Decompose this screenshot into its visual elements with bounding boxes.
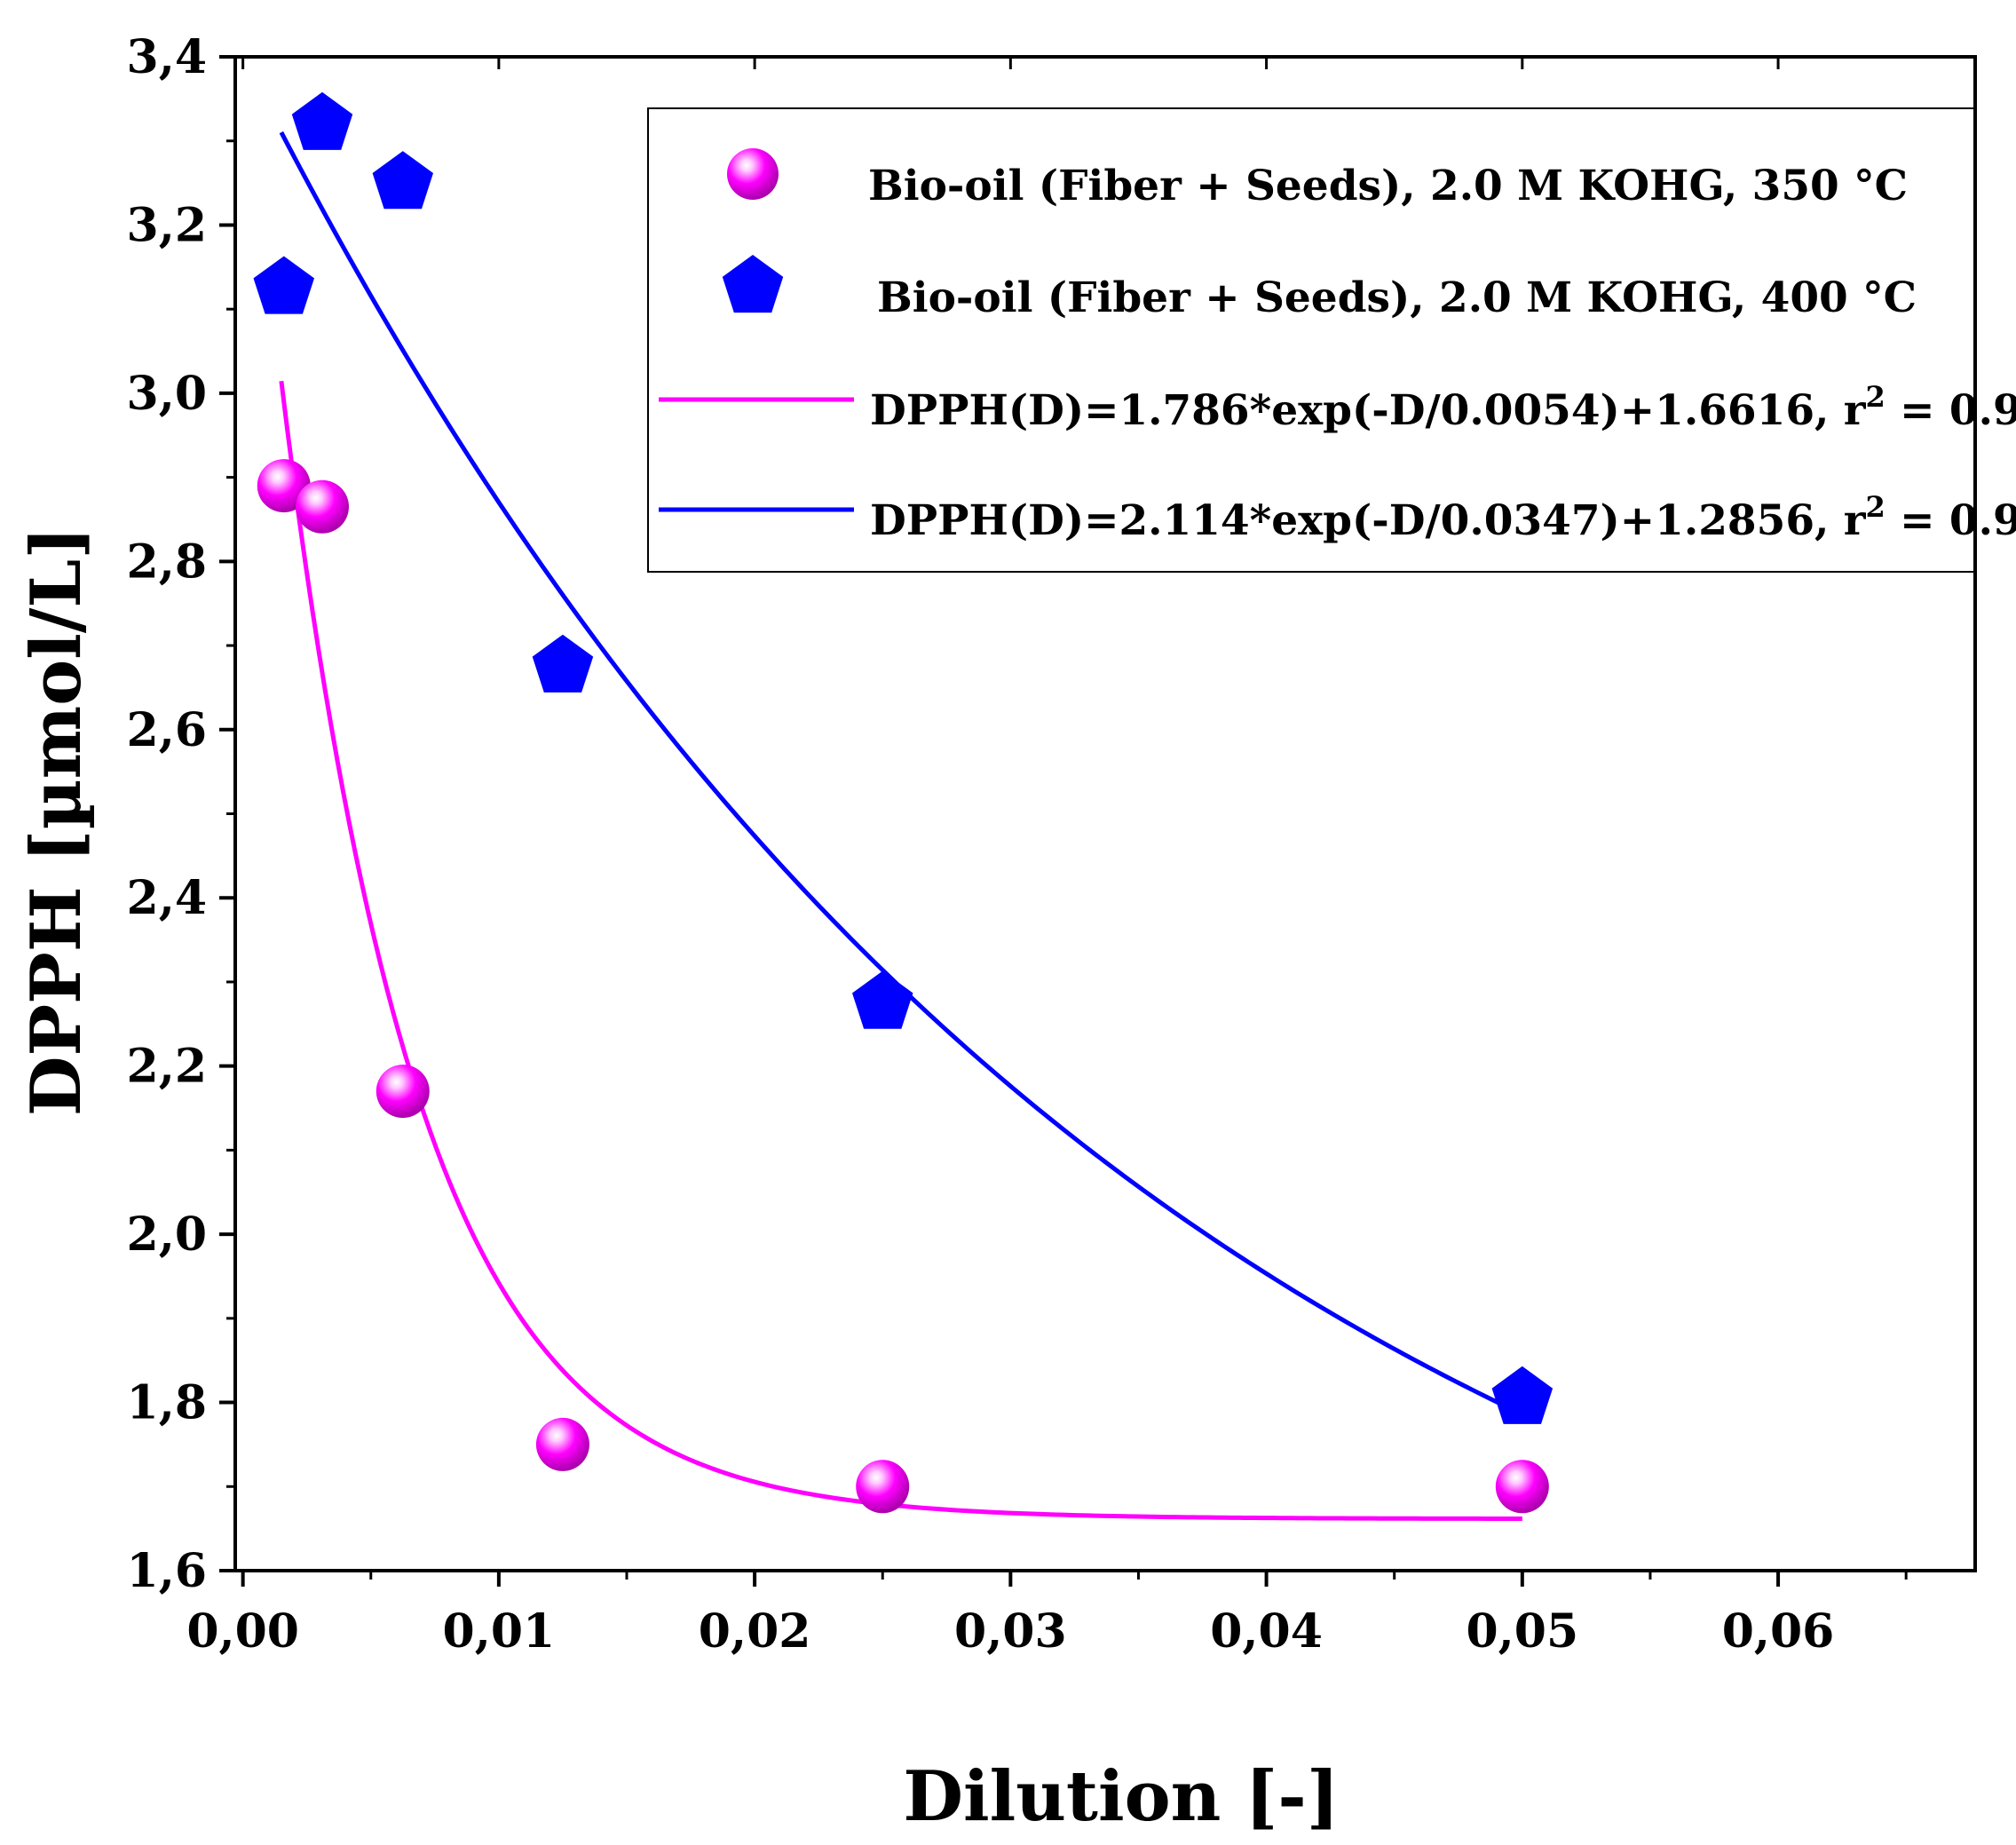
y-tick-label: 3,4	[127, 30, 207, 84]
x-tick-label: 0,00	[186, 1604, 299, 1659]
data-point-350	[376, 1065, 430, 1119]
y-tick-label: 2,8	[127, 534, 207, 589]
data-point-400	[291, 91, 353, 150]
fit-curve-magenta	[279, 380, 1522, 1521]
fit-equation-magenta: DPPH(D)=1.786*exp(-D/0.0054)+1.6616, r	[870, 386, 1867, 435]
legend: Bio-oil (Fiber + Seeds), 2.0 M KOHG, 350…	[647, 107, 2016, 573]
axis-ticks: 0,00 0,01 0,02 0,03 0,04 0,05 0,06 1,6 1,8 2,0 2,2…	[127, 30, 1908, 1659]
y-tick-label: 2,6	[127, 703, 207, 757]
y-tick-label: 2,2	[127, 1040, 207, 1094]
data-point-350	[1495, 1460, 1549, 1514]
legend-box	[647, 107, 1975, 573]
y-tick-label: 1,6	[127, 1544, 207, 1598]
y-tick-label: 3,0	[127, 367, 207, 421]
fit-equation-blue: DPPH(D)=2.114*exp(-D/0.0347)+1.2856, r	[870, 496, 1867, 545]
data-point-400	[1491, 1366, 1554, 1424]
y-tick-label: 1,8	[127, 1376, 207, 1430]
fit-r-squared-sup-blue: 2	[1866, 490, 1886, 524]
y-tick-label: 2,0	[127, 1208, 207, 1262]
x-tick-label: 0,05	[1466, 1604, 1578, 1659]
data-point-400	[253, 256, 314, 314]
data-point-400	[372, 151, 433, 210]
legend-label-400: Bio-oil (Fiber + Seeds), 2.0 M KOHG, 400…	[877, 273, 1917, 322]
y-tick-label: 2,4	[127, 871, 207, 925]
fit-r-squared-value-magenta: = 0.959	[1886, 386, 2016, 435]
legend-label-350: Bio-oil (Fiber + Seeds), 2.0 M KOHG, 350…	[868, 162, 1908, 210]
data-point-400	[852, 970, 913, 1029]
legend-sphere-marker	[727, 148, 779, 200]
fit-r-squared-sup-magenta: 2	[1866, 380, 1886, 414]
y-axis-title: DPPH [µmol/L]	[16, 527, 97, 1116]
data-points	[253, 91, 1554, 1514]
legend-pentagon-marker	[722, 255, 784, 313]
x-tick-label: 0,02	[699, 1604, 811, 1659]
legend-fit-label-blue: DPPH(D)=2.114*exp(-D/0.0347)+1.2856, r2 …	[870, 490, 2016, 545]
fit-r-squared-value-blue: = 0.949	[1886, 496, 2016, 545]
data-point-400	[532, 634, 594, 693]
legend-fit-label-magenta: DPPH(D)=1.786*exp(-D/0.0054)+1.6616, r2 …	[870, 380, 2016, 435]
x-tick-label: 0,06	[1722, 1604, 1835, 1659]
x-tick-label: 0,01	[443, 1604, 556, 1659]
x-tick-label: 0,03	[954, 1604, 1067, 1659]
data-point-350	[296, 479, 349, 534]
data-point-350	[535, 1417, 589, 1471]
x-axis-title: Dilution [-]	[903, 1756, 1339, 1837]
x-tick-label: 0,04	[1210, 1604, 1323, 1659]
data-point-350	[856, 1460, 910, 1514]
y-tick-label: 3,2	[127, 198, 207, 252]
